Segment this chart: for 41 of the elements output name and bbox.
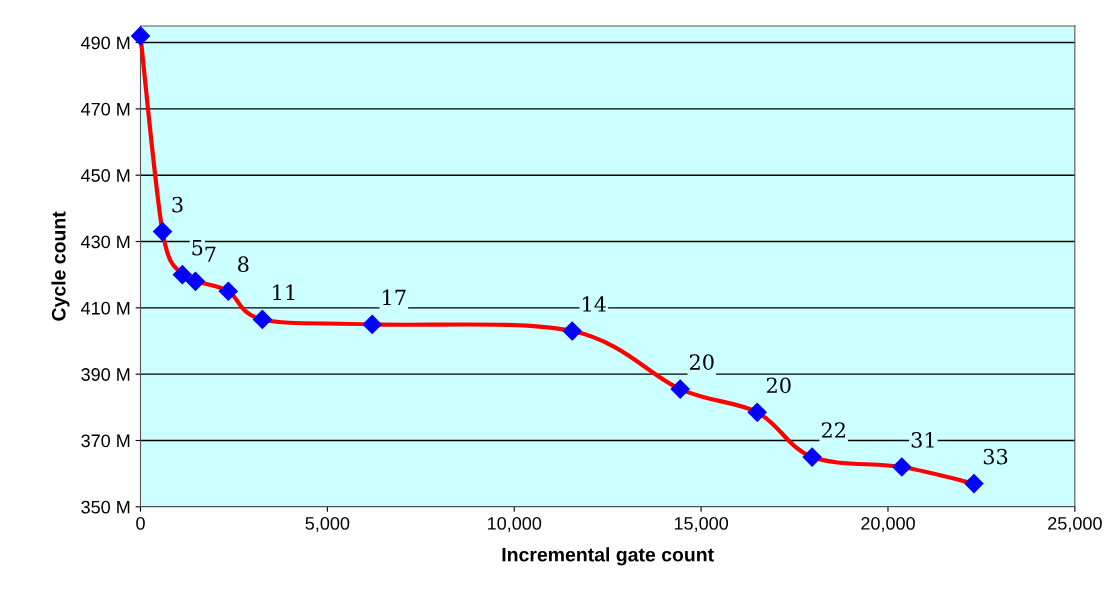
point [153, 222, 173, 242]
y-axis-title: Cycle count [51, 211, 70, 321]
point [892, 457, 912, 477]
x-tick-label: 20,000 [861, 517, 915, 532]
y-tick-label: 410 M [81, 301, 130, 315]
point [362, 314, 382, 334]
y-tick-label: 430 M [81, 235, 130, 249]
y-tick-label: 370 M [81, 434, 130, 448]
annotation: 31 [911, 432, 934, 448]
annotation: 33 [983, 448, 1008, 465]
point [562, 321, 582, 341]
point [130, 26, 151, 46]
annotation: 17 [383, 289, 406, 305]
x-tick-label: 0 [136, 517, 145, 530]
y-tick-label: 350 M [81, 500, 130, 514]
point [747, 402, 767, 422]
annotation: 7 [205, 246, 216, 262]
point [964, 474, 984, 494]
point [218, 281, 238, 301]
point [802, 447, 822, 467]
x-tick-label: 5,000 [305, 517, 350, 532]
x-tick-label: 15,000 [674, 517, 729, 532]
annotation: 20 [689, 354, 714, 370]
annotation: 20 [766, 377, 791, 394]
annotation: 22 [821, 422, 845, 438]
annotation: 5 [192, 240, 203, 256]
annotation: 3 [172, 196, 183, 213]
y-tick-label: 390 M [81, 368, 130, 381]
y-tick-label: 450 M [81, 169, 130, 182]
x-tick-label: 10,000 [488, 517, 542, 532]
point [670, 379, 690, 399]
y-tick-label: 470 M [81, 102, 130, 116]
y-tick-label: 490 M [81, 36, 130, 50]
point [252, 309, 272, 329]
annotation: 8 [238, 256, 249, 273]
point [172, 265, 192, 285]
x-tick-label: 25,000 [1048, 517, 1102, 532]
annotation: 11 [273, 284, 295, 300]
annotation: 14 [583, 296, 606, 312]
point [185, 271, 205, 291]
x-axis-title: Incremental gate count [502, 547, 714, 566]
